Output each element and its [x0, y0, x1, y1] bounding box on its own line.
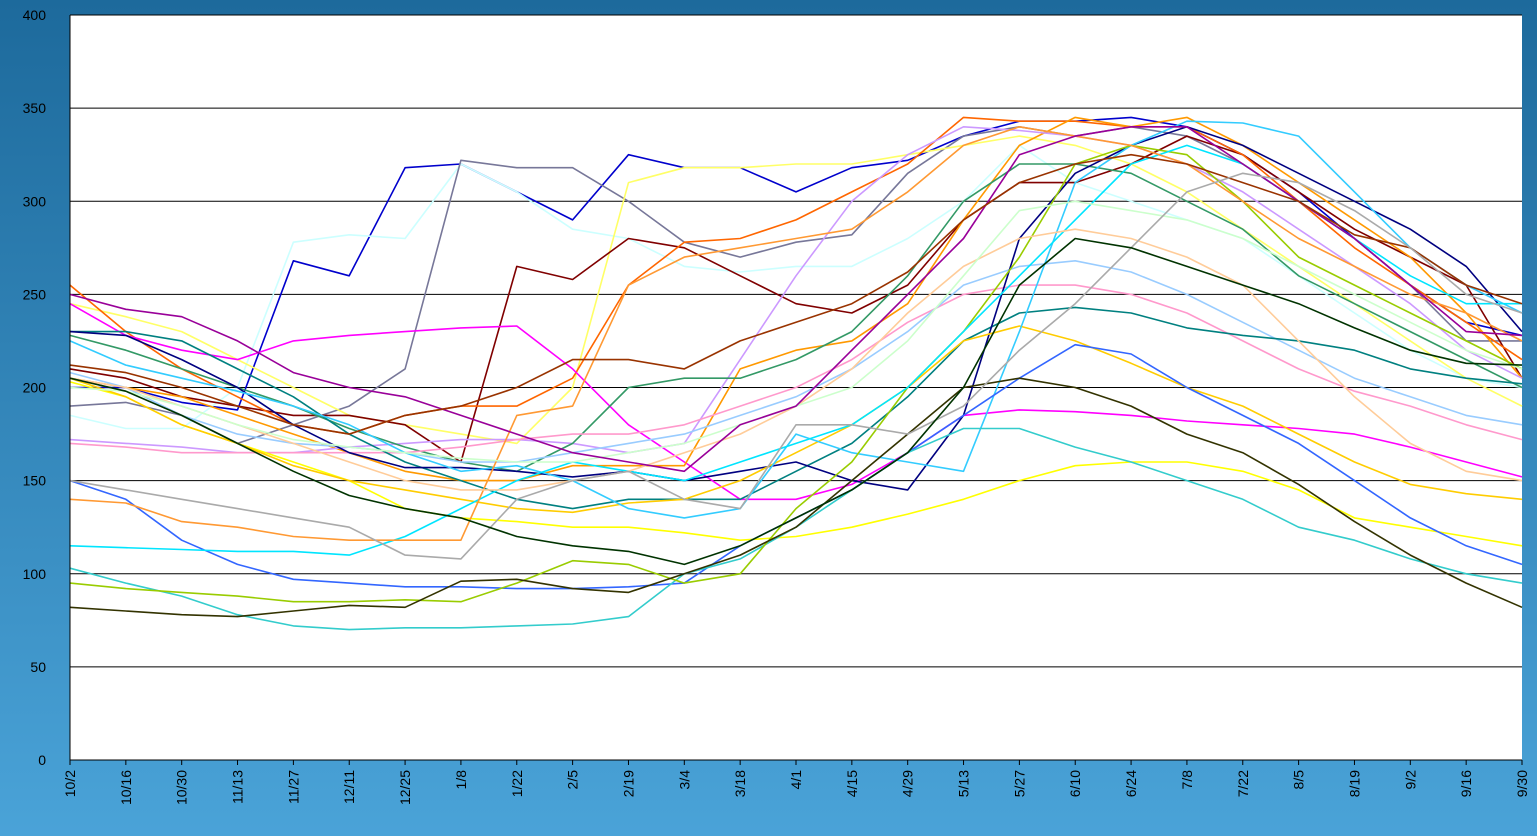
x-tick-label: 4/1: [788, 770, 804, 790]
x-tick-label: 9/2: [1402, 770, 1418, 790]
y-tick-label: 100: [23, 566, 47, 582]
x-tick-label: 12/25: [397, 770, 413, 805]
x-tick-label: 6/10: [1067, 770, 1083, 797]
y-tick-label: 350: [23, 100, 47, 116]
series-line: [69, 135, 1523, 445]
series-line: [69, 381, 1523, 547]
y-tick-label: 50: [30, 659, 46, 675]
series-line: [69, 144, 1523, 603]
x-tick-label: 9/16: [1458, 770, 1474, 797]
series-line: [69, 116, 1523, 482]
series-line: [69, 126, 1523, 454]
series-line: [69, 377, 1523, 618]
x-tick-label: 8/5: [1291, 770, 1307, 790]
x-tick-label: 3/18: [732, 770, 748, 797]
x-tick-label: 2/19: [620, 770, 636, 797]
x-tick-label: 11/13: [230, 770, 246, 804]
series-line: [69, 284, 1523, 454]
x-tick-label: 7/22: [1235, 770, 1251, 797]
x-tick-label: 10/2: [62, 770, 78, 797]
x-tick-label: 1/8: [453, 770, 469, 790]
x-tick-label: 5/27: [1011, 770, 1027, 797]
y-tick-label: 200: [23, 380, 47, 396]
y-tick-label: 250: [23, 286, 47, 302]
series-line: [69, 172, 1523, 560]
y-tick-label: 150: [23, 473, 47, 489]
series-line: [69, 163, 1523, 473]
y-tick-label: 400: [23, 7, 47, 23]
series-line: [70, 306, 1523, 510]
series-line: [69, 325, 1523, 514]
x-tick-label: 4/15: [844, 770, 860, 797]
x-tick-label: 7/8: [1179, 770, 1195, 790]
series-line: [69, 126, 1523, 491]
x-tick-label: 9/30: [1514, 770, 1530, 797]
x-tick-label: 6/24: [1123, 770, 1139, 797]
series-line: [69, 126, 1523, 541]
x-tick-label: 12/11: [341, 770, 357, 804]
x-tick-label: 3/4: [676, 770, 692, 790]
series-line: [69, 120, 1523, 519]
x-tick-label: 11/27: [285, 770, 301, 804]
series-line: [69, 126, 1523, 473]
x-tick-label: 8/19: [1346, 770, 1362, 797]
series-line: [69, 153, 1523, 435]
x-tick-label: 10/30: [174, 770, 190, 805]
x-tick-label: 4/29: [900, 770, 916, 797]
series-line: [69, 237, 1523, 566]
y-tick-label: 0: [38, 752, 46, 768]
x-tick-label: 5/13: [956, 770, 972, 797]
series-line: [69, 260, 1523, 463]
x-tick-label: 2/5: [565, 770, 581, 790]
x-tick-label: 1/22: [509, 770, 525, 797]
series-line: [69, 303, 1523, 501]
series-line: [69, 144, 1523, 430]
x-tick-label: 10/16: [118, 770, 134, 805]
y-tick-label: 300: [23, 193, 47, 209]
